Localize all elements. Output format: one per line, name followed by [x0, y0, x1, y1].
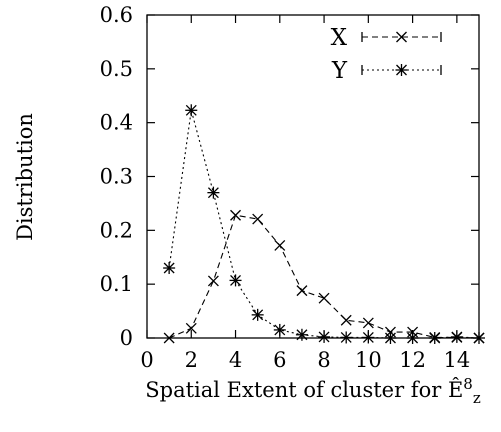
x-tick-label: 14	[443, 348, 470, 372]
y-tick-label: 0	[120, 326, 133, 350]
data-point-y	[163, 262, 176, 275]
data-point-y	[318, 330, 331, 343]
x-axis-label-main: Spatial Extent of cluster for Ê	[145, 378, 463, 402]
data-point-x	[296, 285, 308, 297]
x-tick-label: 8	[317, 348, 330, 372]
data-point-x	[252, 213, 264, 225]
asterisk-marker	[395, 64, 408, 76]
plot-frame	[146, 14, 480, 339]
legend-label-x: X	[331, 25, 348, 51]
x-axis-label-superscript: 8	[463, 375, 473, 393]
y-tick-label: 0.4	[100, 111, 133, 135]
legend-sample-y	[361, 64, 442, 76]
y-tick-label: 0.1	[100, 272, 133, 296]
legend-sample-x	[361, 31, 442, 43]
data-point-x	[318, 292, 330, 304]
legend-label-y: Y	[331, 58, 348, 84]
x-tick-label: 10	[355, 348, 382, 372]
x-tick-label: 0	[140, 348, 153, 372]
series-y	[163, 104, 485, 344]
data-point-x	[185, 322, 197, 334]
data-point-y	[229, 274, 242, 287]
data-point-y	[185, 104, 198, 117]
series-line-y	[168, 110, 480, 339]
x-tick-label: 6	[273, 348, 286, 372]
legend: XY	[331, 25, 442, 84]
data-point-y	[362, 331, 375, 344]
tick-marks	[146, 14, 479, 339]
series-x	[163, 209, 485, 344]
x-tick-label: 4	[229, 348, 242, 372]
data-point-x	[340, 314, 352, 326]
data-point-x	[230, 209, 241, 221]
data-point-y	[273, 323, 286, 336]
data-point-y	[384, 332, 397, 344]
data-point-y	[428, 332, 441, 344]
y-tick-label: 0.3	[100, 165, 133, 189]
data-point-y	[295, 328, 308, 341]
y-tick-label: 0.2	[100, 218, 133, 242]
x-tick-label: 12	[399, 348, 426, 372]
y-tick-labels: 0 0.1 0.2 0.3 0.4 0.5 0.6	[100, 3, 133, 350]
data-point-y	[450, 330, 463, 343]
x-marker	[396, 31, 407, 43]
data-point-x	[274, 239, 286, 251]
series-line-x	[168, 214, 480, 339]
x-tick-labels: 0 2 4 6 8 10 12 14	[140, 348, 470, 372]
data-point-y	[207, 186, 220, 199]
data-point-y	[251, 308, 264, 321]
x-axis-label-subscript: z	[473, 389, 481, 407]
data-point-y	[406, 332, 419, 344]
data-point-x	[163, 332, 175, 344]
y-tick-label: 0.5	[100, 57, 133, 81]
y-axis-label: Distribution	[13, 113, 37, 241]
data-point-x	[362, 317, 374, 329]
x-tick-label: 2	[185, 348, 198, 372]
series-layer	[163, 104, 485, 344]
data-point-y	[340, 331, 353, 344]
y-tick-label: 0.6	[100, 3, 133, 27]
data-point-x	[207, 275, 219, 287]
x-axis-label: Spatial Extent of cluster for Ê8z	[145, 375, 481, 407]
data-point-y	[473, 332, 485, 344]
